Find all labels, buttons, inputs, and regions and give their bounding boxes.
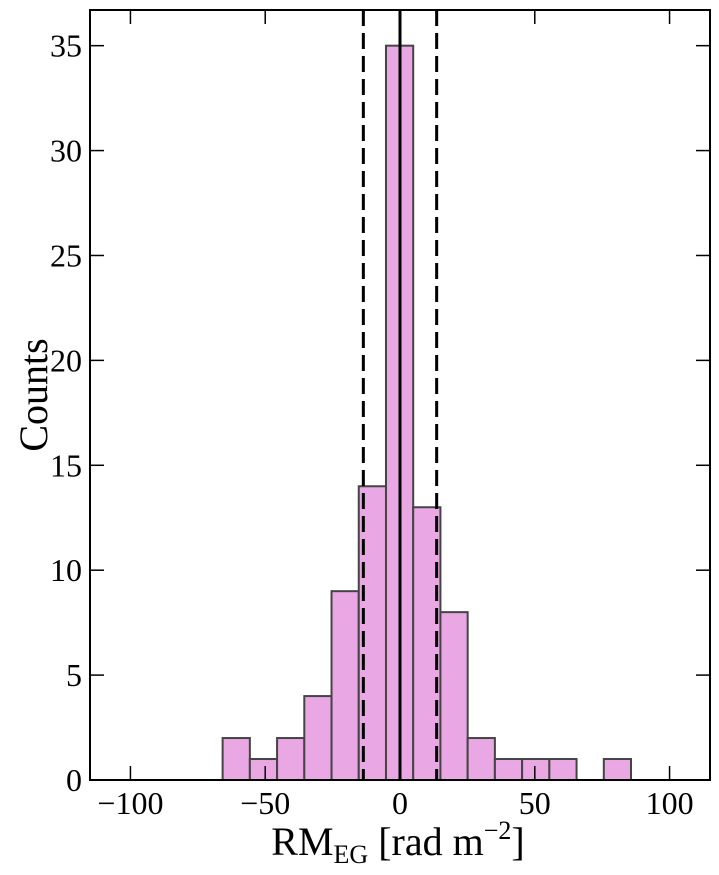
y-tick-label: 20 bbox=[50, 342, 82, 378]
bar bbox=[303, 695, 333, 781]
x-label-end: ] bbox=[511, 819, 524, 864]
x-tick-label: −50 bbox=[240, 785, 290, 821]
y-tick-label: 35 bbox=[50, 28, 82, 64]
bar bbox=[248, 758, 279, 782]
x-label-rest: [rad m bbox=[368, 819, 484, 864]
y-tick-label: 10 bbox=[50, 552, 82, 588]
bar bbox=[548, 758, 578, 782]
bar bbox=[466, 737, 496, 781]
x-label-main: RM bbox=[271, 819, 333, 864]
y-axis-label: Counts bbox=[11, 338, 56, 451]
y-tick-label: 30 bbox=[50, 133, 82, 169]
bar bbox=[439, 611, 469, 781]
bar bbox=[221, 737, 251, 781]
y-tick-label: 0 bbox=[66, 762, 82, 798]
y-tick-label: 15 bbox=[50, 447, 82, 483]
bar bbox=[330, 590, 360, 782]
y-tick-label: 25 bbox=[50, 237, 82, 273]
y-tick-label: 5 bbox=[66, 657, 82, 693]
x-label-sub: EG bbox=[334, 840, 369, 869]
bar bbox=[276, 737, 306, 781]
x-axis-label: RMEG [rad m−2] bbox=[271, 816, 524, 869]
x-tick-label: 100 bbox=[646, 785, 694, 821]
x-tick-label: −100 bbox=[97, 785, 163, 821]
x-label-sup: −2 bbox=[484, 816, 512, 845]
bar bbox=[521, 758, 551, 782]
bar bbox=[493, 758, 524, 782]
x-tick-label: 50 bbox=[519, 785, 551, 821]
bar bbox=[602, 758, 633, 782]
x-tick-label: 0 bbox=[392, 785, 408, 821]
